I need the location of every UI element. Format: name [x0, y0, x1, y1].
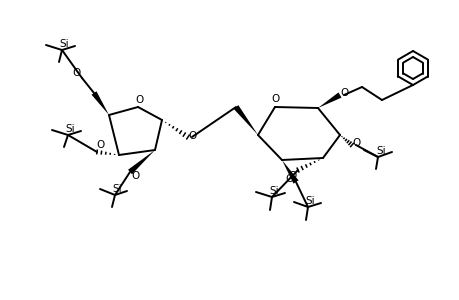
Text: O: O — [271, 94, 280, 104]
Text: O: O — [135, 95, 144, 105]
Text: O: O — [97, 140, 105, 150]
Text: O: O — [352, 138, 360, 148]
Text: Si: Si — [375, 146, 385, 156]
Text: Si: Si — [59, 39, 69, 49]
Text: O: O — [288, 171, 297, 181]
Polygon shape — [281, 160, 298, 184]
Text: O: O — [189, 131, 197, 141]
Text: Si: Si — [304, 196, 314, 206]
Text: O: O — [132, 171, 140, 181]
Text: Si: Si — [112, 184, 122, 194]
Polygon shape — [317, 92, 341, 108]
Text: O: O — [340, 88, 348, 98]
Text: Si: Si — [269, 186, 278, 196]
Text: O: O — [285, 174, 293, 184]
Polygon shape — [128, 150, 155, 174]
Text: O: O — [73, 68, 81, 78]
Polygon shape — [91, 91, 109, 115]
Text: Si: Si — [65, 124, 75, 134]
Polygon shape — [233, 105, 257, 135]
